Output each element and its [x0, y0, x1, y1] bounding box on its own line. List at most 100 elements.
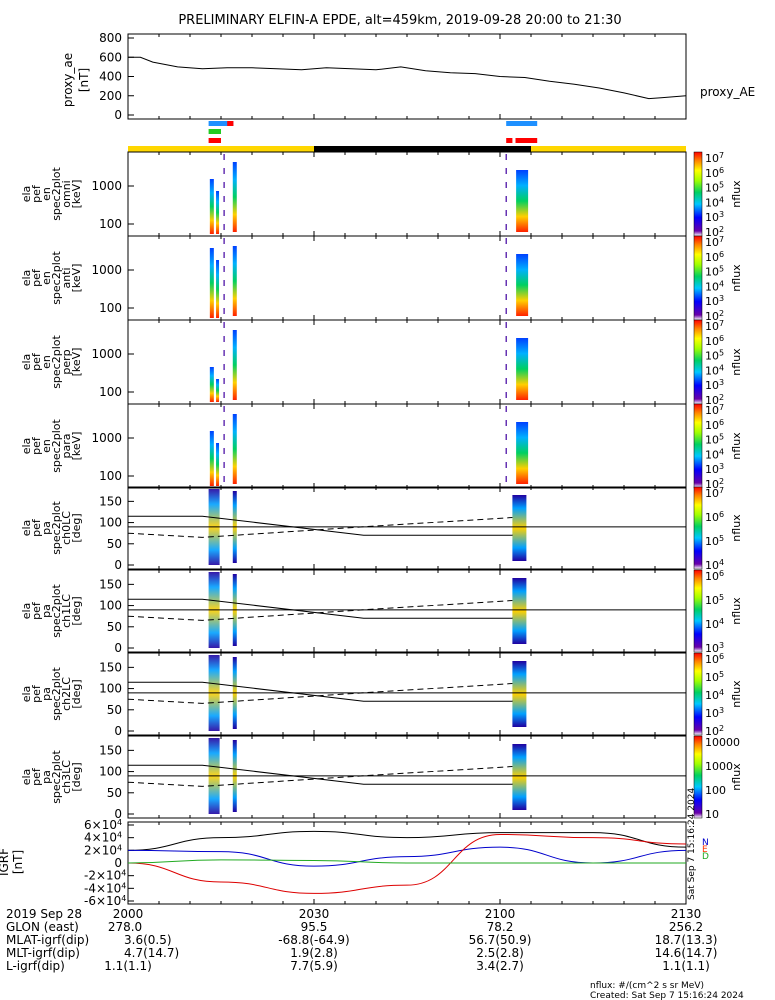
- pa-loss-cone-line: [128, 515, 513, 536]
- igrf-ytick-label: 2×104: [84, 843, 122, 857]
- spec-panel-3-colorbar-tick: 104: [705, 447, 724, 461]
- spec-data-block: [232, 330, 237, 400]
- igrf-lines: [127, 830, 687, 894]
- pa-anti-loss-cone-line: [127, 683, 513, 704]
- pa-ytick-label: 50: [107, 786, 122, 800]
- col-2000-time: 2000: [113, 907, 144, 921]
- spec-ytick-label: 1000: [91, 179, 122, 193]
- pa-panel-0-colorbar-tick: 107: [705, 486, 724, 500]
- panel-ylabel-line: ela: [20, 354, 33, 371]
- ae-ylabel-line1: proxy_ae: [61, 53, 75, 107]
- spec-panel-3-colorbar-tick: 105: [705, 433, 724, 447]
- panel-ylabel-line: ela: [20, 186, 33, 203]
- spec-panel-2-colorbar-tick: 104: [705, 363, 724, 377]
- spec-data-block: [209, 367, 214, 402]
- col-2030-time: 2030: [299, 907, 330, 921]
- col-2030-mlat: -68.8(-64.9): [278, 933, 349, 947]
- panel-ylabel-line: pa: [40, 687, 53, 701]
- science-zone-bar: [506, 138, 513, 143]
- time-axis-table: 2019 Sep 28 GLON (east) MLAT-igrf(dip) M…: [6, 907, 717, 973]
- pa-data-block: [512, 495, 527, 561]
- igrf-ytick-label: -6×104: [84, 894, 126, 908]
- day-night-bar: [314, 146, 531, 152]
- pa-ytick-label: 150: [99, 494, 122, 508]
- panel-ylabel-line: spec2plot: [50, 251, 63, 305]
- pa-panel-3-colorbar-label: nflux: [730, 763, 743, 791]
- pa-panel-2-colorbar: [693, 652, 703, 736]
- day-night-bar: [531, 146, 686, 152]
- pa-ytick-label: 150: [99, 660, 122, 674]
- pa-panel-1-colorbar-label: nflux: [730, 597, 743, 625]
- col-2130-mlat: 18.7(13.3): [655, 933, 718, 947]
- row-label-l: L-igrf(dip): [6, 959, 65, 973]
- panel-ylabel-line: ela: [20, 520, 33, 537]
- panel-ylabel-line: ela: [20, 270, 33, 287]
- spec-ytick-label: 100: [99, 301, 122, 315]
- spec-ytick-label: 1000: [91, 347, 122, 361]
- spec-ytick-label: 100: [99, 217, 122, 231]
- panel-ylabel-line: spec2plot: [50, 584, 63, 638]
- panel-ylabel-line: pef: [30, 601, 43, 620]
- ae-ylabel-line2: [nT]: [77, 68, 91, 92]
- spec-data-block: [516, 170, 529, 232]
- pa-panel-2-colorbar-tick: 103: [705, 706, 724, 720]
- spec-ytick-label: 100: [99, 469, 122, 483]
- col-2130-glon: 256.2: [669, 920, 703, 934]
- science-zone-bar: [227, 121, 234, 126]
- spec-ytick-label: 1000: [91, 263, 122, 277]
- spec-panel-2-colorbar: [693, 319, 703, 405]
- igrf-ylabel-line1: IGRF: [0, 848, 11, 876]
- ae-series-line: [128, 56, 687, 100]
- spec-data-block: [216, 191, 220, 234]
- pa-data-block: [512, 744, 527, 810]
- panel-ylabel-line: spec2plot: [50, 750, 63, 804]
- pa-panel-3-colorbar-tick: 100: [705, 784, 726, 797]
- panel-ylabel-line: ch3LC: [60, 760, 73, 794]
- col-2130-time: 2130: [671, 907, 702, 921]
- spec-data-block: [232, 414, 237, 484]
- science-zone-bar: [208, 129, 221, 134]
- pa-loss-cone-line: [128, 764, 513, 785]
- ae-ytick-label: 800: [99, 31, 122, 45]
- ae-ytick-label: 400: [99, 70, 122, 84]
- row-label-mlat: MLAT-igrf(dip): [6, 933, 89, 947]
- igrf-ytick-label: -4×104: [84, 881, 126, 895]
- panel-ylabel-line: para: [60, 434, 73, 459]
- row-label-mlt: MLT-igrf(dip): [6, 946, 80, 960]
- panel-ylabel-line: ch1LC: [60, 594, 73, 628]
- spec-panel-1-colorbar-tick: 104: [705, 279, 724, 293]
- igrf-legend-e: E: [702, 845, 708, 855]
- pa-panel-2-colorbar-tick: 105: [705, 670, 724, 684]
- spec-ytick-label: 100: [99, 385, 122, 399]
- panel-ylabel-line: [keV]: [70, 264, 83, 293]
- pa-ytick-label: 100: [99, 682, 122, 696]
- panel-ylabel-line: pa: [40, 604, 53, 618]
- pa-data-block: [512, 578, 527, 644]
- igrf-ytick-label: 4×104: [84, 831, 122, 845]
- pa-panel-0-colorbar-tick: 105: [705, 534, 724, 548]
- footer-units: nflux: #/(cm^2 s sr MeV): [590, 981, 704, 991]
- panel-ylabel-line: anti: [60, 267, 73, 288]
- spec-panel-0: 1001000elapefenspec2plotomni[keV]1071061…: [20, 151, 743, 239]
- ae-panel: 0 200 400 600 800 proxy_ae [nT] proxy_AE: [61, 31, 755, 122]
- ae-ytick-label: 600: [99, 50, 122, 64]
- spec-panel-0-colorbar-tick: 107: [705, 151, 724, 165]
- panel-ylabel-line: spec2plot: [50, 501, 63, 555]
- spec-data-block: [232, 246, 237, 316]
- pa-ytick-label: 50: [107, 703, 122, 717]
- pa-ytick-label: 50: [107, 537, 122, 551]
- panel-ylabel-line: pef: [30, 767, 43, 786]
- panel-ylabel-line: en: [40, 439, 53, 453]
- spec-panel-1-colorbar-label: nflux: [730, 264, 743, 292]
- spec-data-block: [209, 248, 214, 318]
- panel-ylabel-line: en: [40, 355, 53, 369]
- pa-panel-0-colorbar: [693, 486, 703, 570]
- col-2100-time: 2100: [485, 907, 516, 921]
- pa-panel-3-colorbar-tick: 1000: [705, 760, 733, 773]
- spec-panel-1-colorbar-tick: 106: [705, 250, 724, 264]
- igrf-ytick-label: -2×104: [84, 869, 126, 883]
- spec-data-block: [209, 431, 214, 486]
- pa-loss-cone-line: [128, 598, 513, 619]
